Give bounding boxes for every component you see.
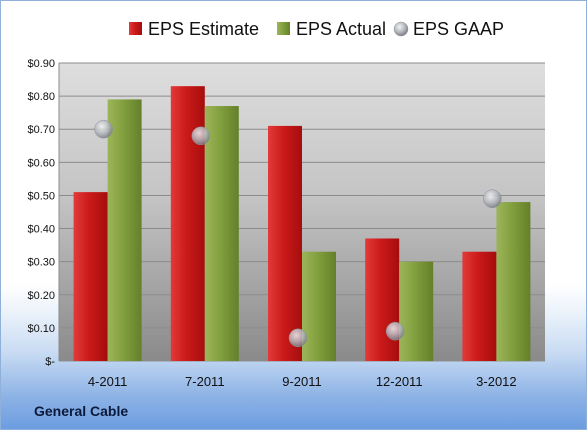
gaap-points [94,119,502,348]
y-tick-label: $0.40 [27,224,55,236]
legend-label: EPS Estimate [148,19,259,39]
x-tick-label: 3-2012 [476,374,516,389]
point-eps-gaap [483,189,502,209]
x-tick-label: 4-2011 [88,374,128,389]
bar-eps-actual [399,261,434,361]
bars [73,86,531,362]
bar-eps-actual [107,99,142,361]
x-axis-ticks: 4-2011 7-2011 9-2011 12-2011 3-2012 [88,374,517,389]
legend-label: EPS GAAP [413,19,504,39]
y-tick-label: $- [45,356,55,368]
bar-eps-estimate [365,238,400,361]
y-tick-label: $0.20 [27,290,55,302]
y-axis-ticks: $- $0.10 $0.20 $0.30 $0.40 $0.50 $0.60 $0.70 $0.… [27,58,55,368]
legend-swatch-actual [277,22,290,35]
x-tick-label: 9-2011 [282,374,322,389]
y-tick-label: $0.60 [27,157,55,169]
x-tick-label: 12-2011 [376,374,423,389]
y-tick-label: $0.80 [27,91,55,103]
y-tick-label: $0.90 [27,58,55,70]
point-eps-gaap [94,119,113,139]
legend: EPS Estimate EPS Actual EPS GAAP [129,19,504,39]
bar-eps-estimate [73,192,108,361]
y-tick-label: $0.70 [27,124,55,136]
y-tick-label: $0.30 [27,257,55,269]
bar-eps-actual [204,106,239,362]
bar-eps-actual [496,202,531,361]
company-name: General Cable [34,403,129,419]
y-tick-label: $0.50 [27,190,55,202]
legend-label: EPS Actual [296,19,386,39]
point-eps-gaap [288,328,308,348]
legend-swatch-estimate [129,22,142,35]
point-eps-gaap [191,126,211,146]
bar-eps-actual [302,251,336,361]
bar-eps-estimate [268,125,302,362]
x-tick-label: 7-2011 [185,374,225,389]
bar-eps-estimate [462,251,497,361]
y-tick-label: $0.10 [27,323,55,335]
point-eps-gaap [385,321,405,341]
legend-swatch-gaap [393,21,409,37]
